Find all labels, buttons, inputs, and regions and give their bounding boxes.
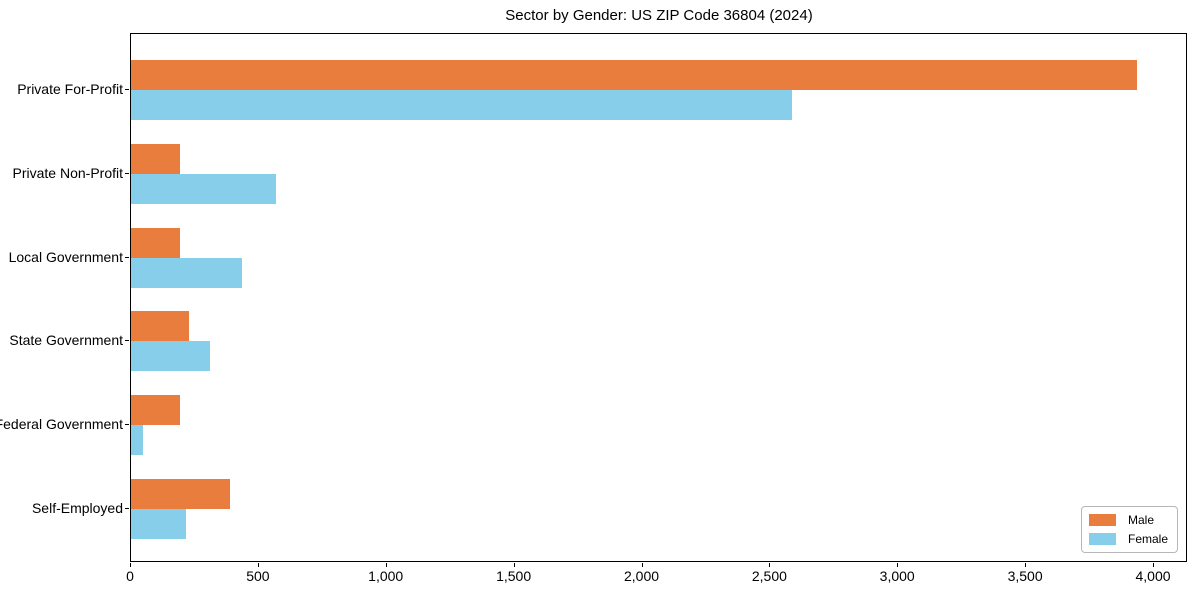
y-tick-mark	[125, 89, 129, 90]
legend: Male Female	[1080, 506, 1178, 553]
bar-female-federal-government	[131, 425, 143, 456]
x-tick-mark	[769, 563, 771, 567]
bar-male-state-government	[131, 311, 190, 342]
x-tick-label-1-500: 1,500	[496, 568, 532, 584]
y-tick-label-private-for-profit: Private For-Profit	[17, 81, 123, 97]
legend-item-male: Male	[1088, 513, 1168, 527]
x-tick-mark	[641, 563, 643, 567]
legend-item-female: Female	[1088, 532, 1168, 546]
x-tick-label-2-000: 2,000	[623, 568, 660, 584]
bar-female-state-government	[131, 341, 211, 372]
x-tick-label-3-000: 3,000	[879, 568, 915, 584]
y-tick-label-local-government: Local Government	[8, 248, 123, 265]
bar-male-private-non-profit	[131, 143, 180, 174]
bar-female-local-government	[131, 257, 243, 288]
y-tick-mark	[125, 340, 129, 342]
legend-swatch-female	[1088, 533, 1116, 545]
legend-swatch-male	[1088, 514, 1116, 526]
x-tick-mark	[897, 563, 899, 567]
legend-label-female: Female	[1127, 532, 1168, 546]
x-tick-label-4-000: 4,000	[1135, 568, 1171, 584]
x-tick-mark	[1153, 563, 1154, 567]
x-tick-label-3-500: 3,500	[1007, 568, 1043, 584]
y-tick-mark	[125, 424, 129, 426]
y-tick-mark	[125, 508, 129, 509]
chart-title: Sector by Gender: US ZIP Code 36804 (202…	[505, 7, 813, 24]
x-tick-label-500: 500	[246, 568, 270, 584]
bar-male-private-for-profit	[131, 60, 1138, 90]
legend-label-male: Male	[1127, 513, 1154, 527]
y-tick-label-private-non-profit: Private Non-Profit	[12, 164, 123, 181]
y-tick-mark	[125, 172, 129, 174]
bar-female-self-employed	[131, 509, 186, 539]
x-tick-mark	[385, 563, 387, 567]
x-tick-label-1-000: 1,000	[368, 568, 404, 584]
y-tick-label-self-employed: Self-Employed	[31, 500, 123, 516]
x-tick-mark	[257, 563, 259, 567]
bar-male-federal-government	[131, 395, 180, 426]
x-tick-mark	[1025, 563, 1027, 567]
x-tick-mark	[130, 563, 131, 567]
y-tick-mark	[125, 256, 129, 258]
y-tick-label-state-government: State Government	[9, 332, 123, 349]
x-tick-label-0: 0	[126, 568, 134, 584]
bar-female-private-non-profit	[131, 173, 276, 204]
bar-male-self-employed	[131, 479, 230, 509]
x-tick-label-2-500: 2,500	[751, 568, 787, 584]
plot-area: Male Female	[130, 33, 1187, 562]
bar-male-local-government	[131, 227, 180, 258]
x-tick-mark	[513, 563, 515, 567]
bar-female-private-for-profit	[131, 90, 793, 120]
y-tick-label-federal-government: Federal Government	[0, 416, 123, 433]
